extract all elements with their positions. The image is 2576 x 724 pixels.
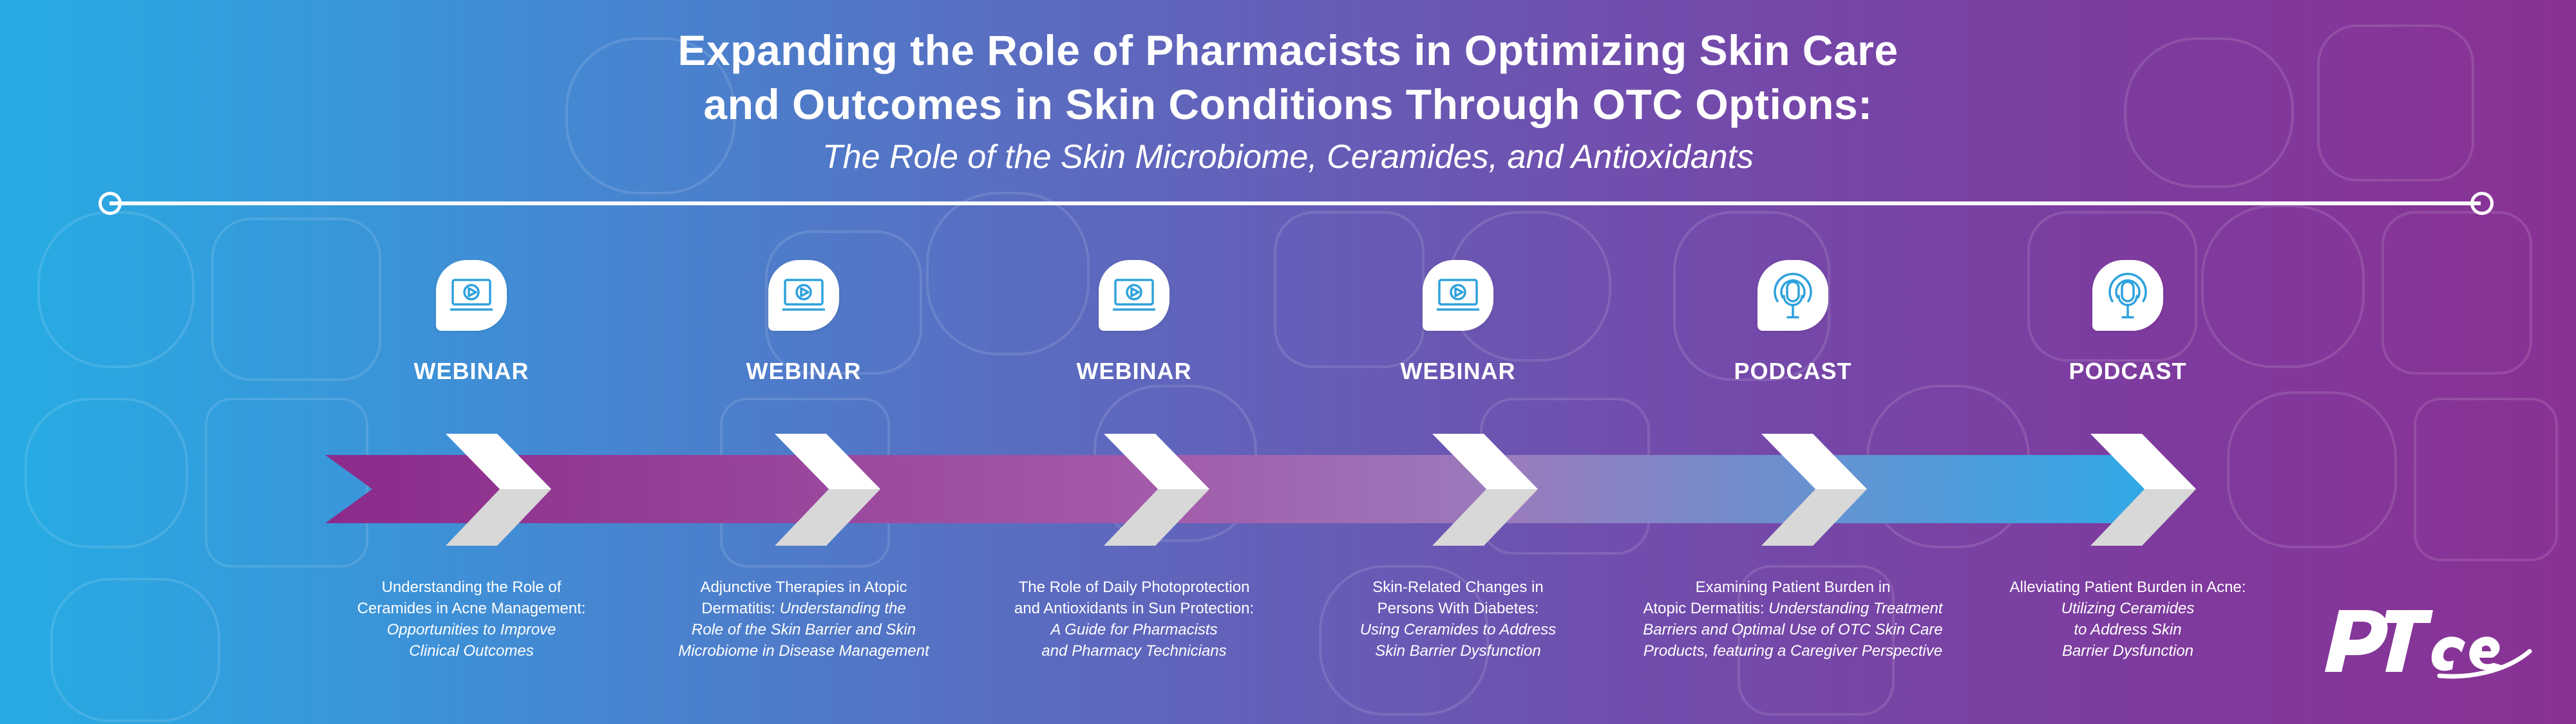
type-label-5: PODCAST: [1734, 358, 1852, 384]
ptce-logo-glyphs: [2325, 610, 2503, 672]
page-subtitle: The Role of the Skin Microbiome, Ceramid…: [822, 138, 1754, 176]
item-description-4: Skin-Related Changes in Persons With Dia…: [1359, 579, 1557, 660]
logo-swoosh: [2437, 649, 2532, 679]
type-label-3: WEBINAR: [1076, 358, 1192, 384]
podcast-microphone-icon: [2108, 272, 2147, 319]
video-icon: [782, 279, 825, 311]
item-description-3: The Role of Daily Photoprotection and An…: [1014, 579, 1255, 660]
item-description-2: Adjunctive Therapies in Atopic Dermatiti…: [678, 579, 929, 660]
item-description-5: Examining Patient Burden in Atopic Derma…: [1643, 579, 1943, 660]
webinar-video-icon-3: [1099, 260, 1170, 331]
timeline-end-dot: [2470, 192, 2494, 215]
page-title: Expanding the Role of Pharmacists in Opt…: [0, 23, 2576, 131]
timeline-start-dot: [99, 192, 122, 215]
video-icon: [450, 279, 493, 311]
chevron-1: [446, 434, 551, 546]
video-icon: [1113, 279, 1155, 311]
title-line-1: Expanding the Role of Pharmacists in Opt…: [677, 26, 1899, 74]
ptce-logo: [2325, 610, 2532, 679]
item-description-6: Alleviating Patient Burden in Acne: Util…: [2009, 579, 2246, 660]
chevron-5: [1761, 434, 1867, 546]
podcast-icon-1: [1757, 260, 1828, 331]
type-label-1: WEBINAR: [413, 358, 529, 384]
chevron-6: [2090, 434, 2196, 546]
video-icon: [1437, 279, 1479, 311]
type-label-6: PODCAST: [2069, 358, 2187, 384]
webinar-video-icon-1: [436, 260, 507, 331]
timeline-line: [109, 201, 2481, 205]
item-description-1: Understanding the Role of Ceramides in A…: [357, 579, 586, 660]
webinar-video-icon-2: [768, 260, 839, 331]
chevron-3: [1104, 434, 1209, 546]
chevrons: [446, 434, 2196, 546]
title-line-2: and Outcomes in Skin Conditions Through …: [703, 80, 1873, 128]
chevron-2: [775, 434, 880, 546]
type-label-4: WEBINAR: [1400, 358, 1516, 384]
arrow-band: [325, 455, 2145, 523]
podcast-microphone-icon: [1774, 272, 1812, 319]
chevron-4: [1432, 434, 1538, 546]
type-label-2: WEBINAR: [746, 358, 862, 384]
webinar-video-icon-4: [1423, 260, 1493, 331]
podcast-icon-2: [2092, 260, 2163, 331]
